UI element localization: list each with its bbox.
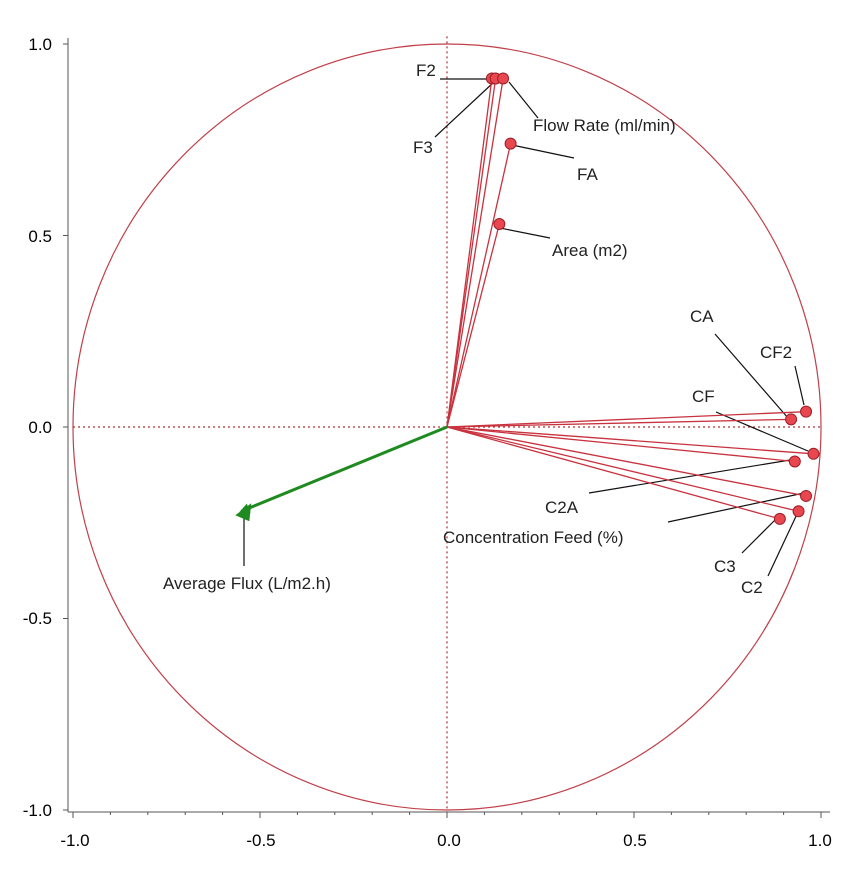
label-leader-line	[715, 411, 809, 452]
point-cf	[807, 447, 820, 460]
vector-cf2	[446, 411, 807, 428]
x-tick-label: 0.5	[623, 831, 647, 850]
var-label-f2: F2	[416, 61, 436, 80]
point-c3	[773, 512, 786, 525]
label-leader-line	[667, 492, 805, 523]
vector-c2a	[446, 426, 795, 463]
point-area-m2	[493, 218, 506, 231]
point-c2a	[788, 455, 801, 468]
vector-area-m2	[446, 223, 500, 428]
y-tick-label: 1.0	[28, 35, 52, 54]
var-label-f3: F3	[413, 138, 433, 157]
var-label-average-flux: Average Flux (L/m2.h)	[163, 574, 331, 593]
var-label-concentration-feed: Concentration Feed (%)	[443, 528, 623, 547]
var-label-c3: C3	[714, 557, 736, 576]
var-label-cf: CF	[692, 387, 715, 406]
vector-c2	[446, 426, 799, 512]
var-label-cf2: CF2	[760, 343, 792, 362]
vector-average-flux-l-m2-h	[239, 425, 448, 513]
label-leader-line	[741, 518, 777, 554]
label-leader-line	[511, 144, 575, 159]
point-c2	[792, 505, 805, 518]
y-tick-label: 0.0	[28, 418, 52, 437]
vector-cf	[446, 426, 814, 455]
x-tick-label: -0.5	[246, 831, 275, 850]
vector-f3	[446, 78, 497, 428]
point-ca	[785, 413, 798, 426]
var-label-c2a: C2A	[545, 498, 579, 517]
point-flow-rate-ml-min	[497, 72, 510, 85]
point-fa	[504, 137, 517, 150]
label-leader-line	[794, 365, 805, 406]
label-leader-line	[714, 333, 789, 419]
vector-ca	[446, 418, 792, 428]
y-tick-label: -0.5	[23, 609, 52, 628]
label-leader-line	[508, 81, 539, 119]
vector-fa	[446, 143, 512, 428]
y-tick-label: -1.0	[23, 801, 52, 820]
label-leader-line	[499, 227, 551, 239]
label-leader-line	[767, 511, 799, 577]
vector-c3	[446, 426, 781, 520]
vector-flow-rate-ml-min	[446, 78, 504, 428]
var-label-area: Area (m2)	[552, 241, 628, 260]
response-arrowhead-average-flux-l-m2-h	[235, 503, 252, 522]
x-tick-label: -1.0	[60, 831, 89, 850]
var-label-fa: FA	[577, 165, 598, 184]
var-label-ca: CA	[690, 307, 714, 326]
label-leader-line	[434, 81, 495, 138]
var-label-flow-rate: Flow Rate (ml/min)	[533, 116, 676, 135]
var-label-c2: C2	[741, 578, 763, 597]
point-concentration-feed	[800, 489, 813, 502]
x-tick-label: 0.0	[437, 831, 461, 850]
x-tick-label: 1.0	[808, 831, 832, 850]
vector-concentration-feed	[446, 426, 807, 497]
point-cf2	[800, 405, 813, 418]
label-leader-line	[588, 459, 791, 494]
y-tick-label: 0.5	[28, 227, 52, 246]
